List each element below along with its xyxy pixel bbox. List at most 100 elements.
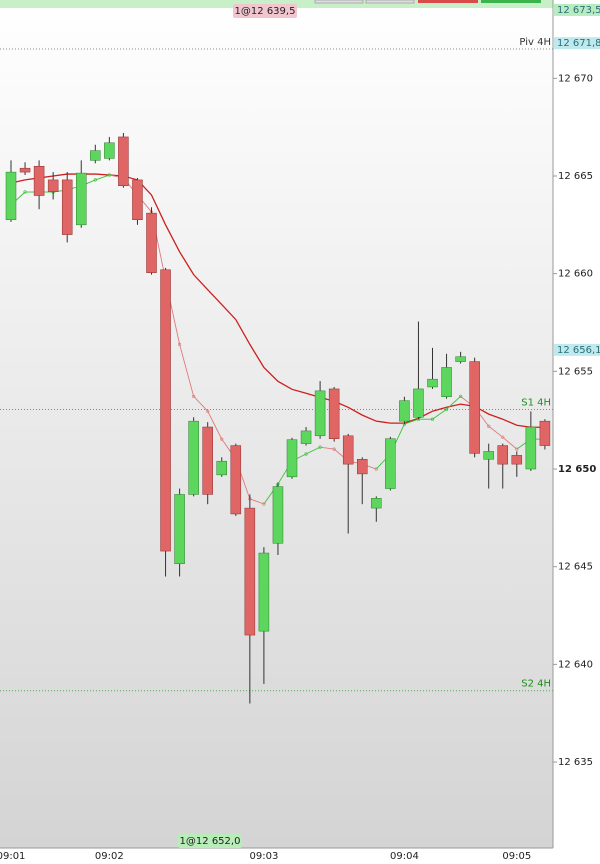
candle-body [385, 438, 396, 489]
x-tick-label: 09:01 [0, 851, 25, 862]
moving-average-point [444, 407, 449, 411]
y-tick-label: 12 670 [558, 73, 593, 84]
candle-body [90, 150, 101, 161]
candle-body [47, 179, 59, 192]
toolbar-button[interactable] [365, 0, 415, 4]
candle-body [244, 507, 256, 636]
candle-body [497, 445, 508, 465]
candle-body [202, 426, 213, 495]
order-tag [233, 4, 297, 18]
price-axis [553, 0, 600, 864]
moving-average-segment [193, 396, 209, 412]
price-flag-label: 12 671,8 [557, 38, 600, 49]
candle-body [483, 451, 494, 460]
y-tick-label: 12 655 [558, 366, 593, 377]
moving-average-point [23, 190, 27, 194]
moving-average [10, 173, 545, 428]
y-tick-label: 12 665 [558, 171, 593, 182]
candle-body [455, 356, 466, 362]
order-label: 1@12 652,0 [180, 836, 241, 847]
moving-average-point [487, 424, 491, 428]
x-tick-label: 09:02 [95, 851, 124, 862]
candle-body [399, 400, 410, 422]
moving-average-point [192, 394, 196, 398]
candle-body [525, 426, 537, 470]
candle-body [357, 459, 368, 475]
candle-body [427, 378, 438, 388]
candle-body [469, 361, 480, 454]
candle-body [146, 212, 157, 273]
moving-average-segment [207, 410, 223, 440]
candle-body [230, 445, 242, 515]
candle-body [188, 420, 199, 495]
sell-button[interactable] [418, 0, 478, 3]
time-axis [0, 848, 553, 864]
candle-body [539, 420, 551, 446]
moving-average-point [430, 417, 435, 421]
candle-body [328, 388, 340, 439]
candle-body [441, 367, 452, 397]
toolbar-button[interactable] [314, 0, 364, 4]
moving-average-segment [179, 344, 195, 397]
moving-average-point [93, 178, 97, 182]
candle-body [371, 498, 382, 509]
moving-average-point [107, 173, 111, 177]
moving-average-segment [502, 436, 518, 450]
candle-body [160, 269, 171, 552]
price-flag [554, 3, 600, 16]
candle-body [413, 388, 424, 418]
moving-average-point [206, 409, 210, 413]
price-flag-label: 12 673,5 [557, 5, 600, 16]
candle-body [104, 142, 115, 159]
level-label: Piv 4H [519, 37, 551, 48]
moving-average-segment [249, 498, 265, 505]
x-tick-label: 09:05 [502, 851, 531, 862]
moving-average-point [178, 342, 182, 346]
moving-average-point [304, 452, 308, 456]
candle-body [132, 179, 143, 221]
candle-body [174, 494, 185, 565]
candle-body [216, 460, 227, 476]
price-flag [554, 37, 600, 50]
moving-average-segment [446, 396, 461, 410]
candle-body [5, 171, 17, 221]
candle-body [511, 455, 523, 465]
moving-average-point [459, 394, 463, 398]
candle-body [258, 552, 270, 632]
candle-body [286, 439, 298, 478]
moving-average-segment [95, 174, 110, 181]
candle-body [76, 172, 87, 226]
moving-average-point [515, 447, 519, 451]
candle-body [61, 179, 73, 235]
price-flag-label: 12 656,1 [557, 345, 600, 356]
price-flag [554, 343, 600, 356]
y-tick-label: 12 640 [558, 659, 593, 670]
moving-average-segment [320, 446, 335, 450]
moving-average-segment [305, 446, 321, 455]
moving-average-point [262, 502, 266, 506]
moving-average-point [374, 467, 378, 471]
moving-average-point [318, 445, 322, 449]
candle-body [118, 136, 129, 187]
x-tick-label: 09:03 [249, 851, 278, 862]
moving-average-point [332, 447, 336, 451]
y-tick-label: 12 645 [558, 562, 593, 573]
moving-average-segment [488, 425, 504, 438]
candle-body [342, 435, 354, 465]
candle-body [314, 390, 326, 437]
order-tag [178, 834, 242, 848]
candle-body [19, 167, 31, 173]
buy-button[interactable] [481, 0, 541, 3]
candle-body [300, 430, 312, 444]
moving-average-segment [432, 408, 447, 420]
y-tick-label: 12 660 [558, 269, 593, 280]
level-label: S1 4H [521, 397, 551, 408]
x-tick-label: 09:04 [390, 851, 419, 862]
moving-average-point [220, 437, 224, 441]
plot-background [0, 0, 553, 848]
candle-body [33, 165, 45, 196]
order-label: 1@12 639,5 [235, 6, 296, 17]
y-tick-label: 12 650 [558, 464, 596, 475]
